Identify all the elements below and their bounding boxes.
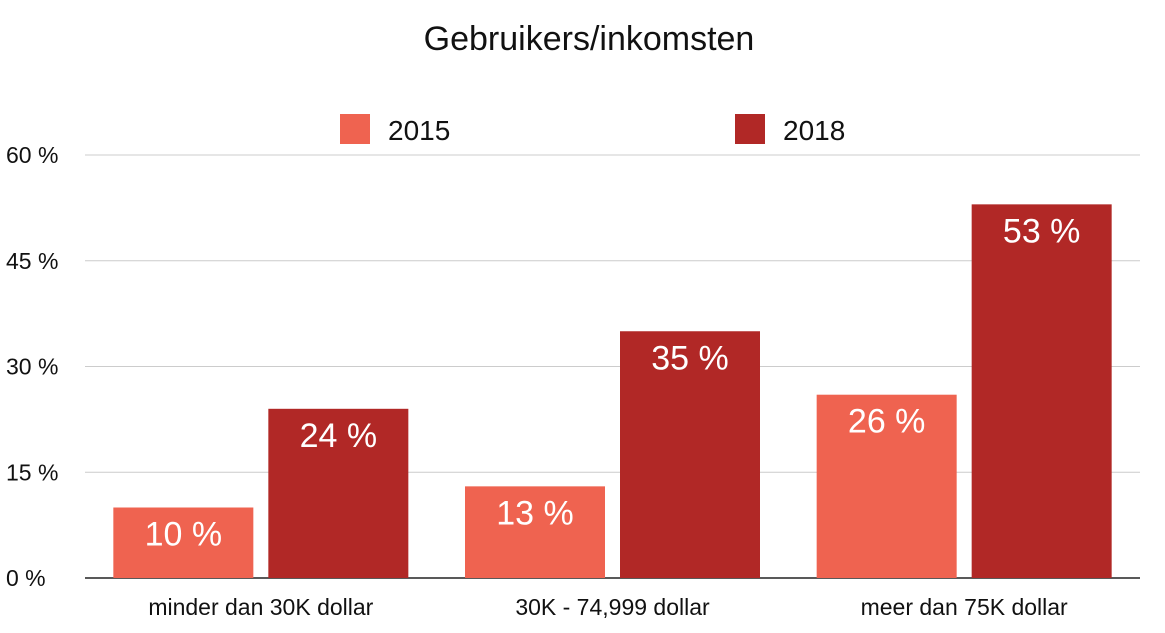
bar-value-label: 24 % <box>300 417 378 455</box>
legend-swatch-2015 <box>340 114 370 144</box>
x-category-label: 30K - 74,999 dollar <box>515 594 710 620</box>
bar-2018-1 <box>620 331 760 578</box>
legend-label: 2015 <box>388 115 450 146</box>
x-category-label: meer dan 75K dollar <box>861 594 1068 620</box>
y-tick-label: 30 % <box>6 354 58 380</box>
bar-value-label: 35 % <box>651 339 729 377</box>
legend-label: 2018 <box>783 115 845 146</box>
legend: 2015 2018 <box>340 114 845 146</box>
chart-title: Gebruikers/inkomsten <box>424 20 755 58</box>
y-tick-label: 15 % <box>6 459 58 485</box>
bars: 10 % 24 % 13 % 35 % 26 % 53 % <box>113 204 1112 578</box>
bar-2015-2 <box>816 394 957 578</box>
y-axis: 0 % 15 % 30 % 45 % 60 % <box>6 142 1140 591</box>
bar-2018-2 <box>971 204 1112 578</box>
y-tick-label: 0 % <box>6 565 46 591</box>
x-axis: minder dan 30K dollar 30K - 74,999 dollar… <box>148 594 1068 620</box>
bar-value-label: 53 % <box>1003 212 1081 250</box>
x-category-label: minder dan 30K dollar <box>148 594 373 620</box>
y-tick-label: 60 % <box>6 142 58 168</box>
legend-swatch-2018 <box>735 114 765 144</box>
y-tick-label: 45 % <box>6 248 58 274</box>
bar-2015-1 <box>465 486 605 578</box>
bar-value-label: 26 % <box>848 403 926 441</box>
bar-2018-0 <box>268 408 409 578</box>
bar-value-label: 13 % <box>496 494 574 532</box>
bar-2015-0 <box>113 507 254 578</box>
gridlines <box>85 154 1140 473</box>
bar-value-label: 10 % <box>145 516 223 554</box>
